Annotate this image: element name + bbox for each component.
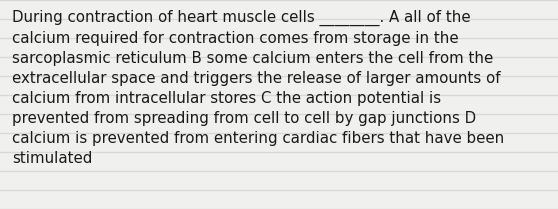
Text: During contraction of heart muscle cells ________. A all of the
calcium required: During contraction of heart muscle cells… (12, 9, 504, 166)
